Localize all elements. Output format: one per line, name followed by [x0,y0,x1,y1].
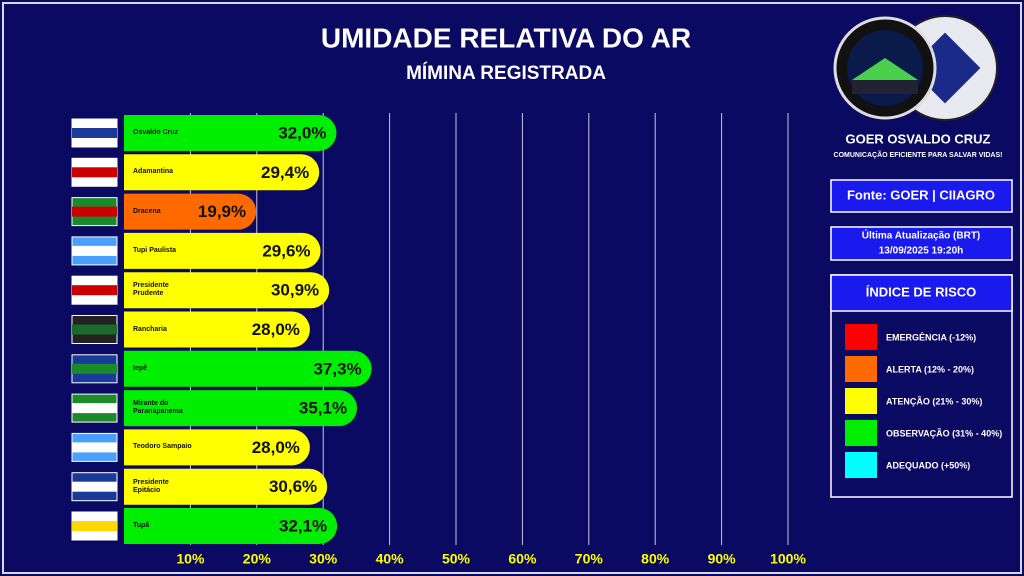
source-box [830,179,1013,213]
value-label: 19,9% [198,202,246,221]
flag-stripe [72,363,117,374]
category-label: Rancharia [133,325,167,333]
category-label: Mirante do Paranapanema [133,400,183,416]
category-label: Osvaldo Cruz [133,129,179,136]
flag-stripe [72,206,117,217]
x-tick-label: 20% [243,551,272,567]
flag-stripe [72,128,117,138]
value-label: 28,0% [252,320,300,339]
value-label: 29,6% [262,241,310,260]
risk-swatch [845,420,877,446]
bar [124,154,320,191]
bar [124,193,257,230]
x-tick-label: 40% [376,551,405,567]
value-label: 28,0% [252,438,300,457]
bar [124,429,310,466]
value-label: 30,9% [271,281,319,300]
value-label: 37,3% [313,359,361,378]
risk-label: EMERGÊNCIA (-12%) [886,331,976,342]
flag-stripe [72,167,117,178]
value-label: 30,6% [269,477,317,496]
risk-swatch [845,388,877,414]
value-label: 35,1% [299,399,347,418]
risk-label: ALERTA (12% - 20%) [886,364,974,374]
category-label: Tupã [133,522,150,529]
x-tick-label: 50% [442,551,471,567]
risk-label: ATENÇÃO (21% - 30%) [886,396,982,406]
x-tick-label: 60% [508,551,537,567]
flag-stripe [72,481,117,492]
flag-stripe [72,442,117,453]
x-tick-label: 90% [708,551,737,567]
risk-swatch [845,324,877,350]
category-label: Teodoro Sampaio [133,443,192,451]
flag-stripe [72,245,117,256]
category-label: Adamantina [133,168,174,176]
category-label: Iepê [133,364,148,372]
risk-swatch [845,356,877,382]
bar [124,232,321,269]
flag-stripe [72,324,117,335]
bar [124,311,310,348]
update-time: 13/09/2025 19:20h [879,246,964,257]
x-tick-label: 70% [575,551,604,567]
flag-stripe [72,521,117,531]
update-box [830,226,1013,261]
update-label: Última Atualização (BRT) [862,229,981,242]
brand: GOER OSVALDO CRUZ [846,131,991,146]
bar [124,508,338,544]
risk-label: OBSERVAÇÃO (31% - 40%) [886,428,1002,438]
risk-swatch [845,452,877,478]
slogan: COMUNICAÇÃO EFICIENTE PARA SALVAR VIDAS! [834,150,1003,159]
value-label: 29,4% [261,163,309,182]
risk-header [830,274,1013,312]
flag-stripe [72,285,117,296]
bar [124,350,372,387]
x-tick-label: 10% [176,551,205,567]
risk-label: ADEQUADO (+50%) [886,460,970,470]
risk-title: ÍNDICE DE RISCO [866,284,977,299]
logo [833,15,998,121]
x-tick-label: 30% [309,551,338,567]
category-label: Tupi Paulista [133,246,177,254]
bar [124,390,358,427]
category-label: Dracena [133,207,161,215]
flag-stripe [72,403,117,414]
x-tick-label: 100% [770,551,806,567]
value-label: 32,0% [278,123,326,142]
value-label: 32,1% [279,516,327,535]
category-label: Presidente Prudente [133,282,169,298]
bar [124,468,328,505]
x-tick-label: 80% [641,551,670,567]
bar [124,115,337,151]
category-label: Presidente Epitácio [133,478,169,494]
chart-subtitle: MÍMINA REGISTRADA [406,62,606,84]
bar [124,272,330,309]
source: Fonte: GOER | CIIAGRO [847,187,995,202]
chart-title: UMIDADE RELATIVA DO AR [321,22,691,53]
